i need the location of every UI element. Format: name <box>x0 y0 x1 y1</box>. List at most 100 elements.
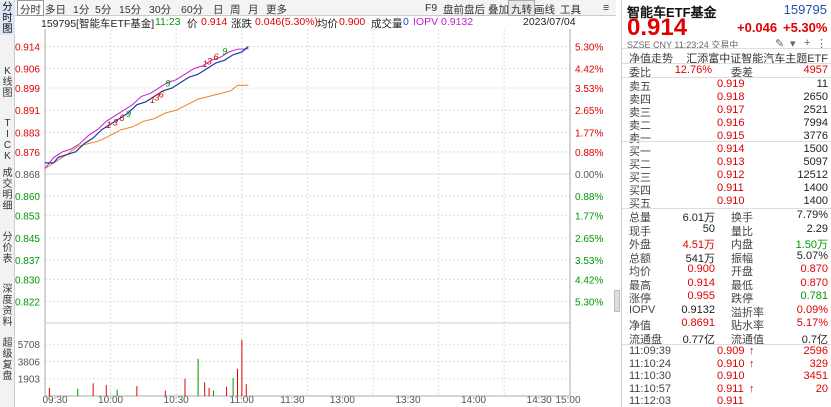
stat-value: 5.17% <box>796 317 828 329</box>
stat-value: 0.781 <box>800 290 828 302</box>
sidebar-tab-0[interactable]: 分时图 <box>0 2 15 35</box>
ask-row[interactable]: 卖五 0.919 11 <box>622 78 831 93</box>
bid-row[interactable]: 买四 0.911 1400 <box>622 182 831 197</box>
stat-label: 开盘 <box>731 266 753 278</box>
price-tick: 0.853 <box>15 212 40 223</box>
collapse-icon[interactable]: ▾ <box>790 38 796 50</box>
nine-turn-mark: 3 <box>154 92 159 102</box>
market-line: SZSE CNY 11:23:24 交易中 <box>627 38 738 51</box>
period-tab-6[interactable]: 60分 <box>181 4 204 16</box>
tracking-row[interactable]: 净值走势 汇添富中证智能汽车主题ETF <box>622 50 831 65</box>
pct-tick: 5.30% <box>575 42 603 53</box>
period-tab-4[interactable]: 15分 <box>119 4 142 16</box>
sidebar-tab-3[interactable]: 成交明细 <box>0 168 15 212</box>
trade-time: 11:09:39 <box>629 345 672 357</box>
sidebar-tab-char: 深 <box>2 284 13 295</box>
trade-price: 0.911 <box>717 382 744 395</box>
trade-volume: 2596 <box>803 345 828 357</box>
tool-button-0[interactable]: F9 <box>425 2 438 14</box>
period-tab-3[interactable]: 5分 <box>95 4 112 16</box>
bid-row[interactable]: 买一 0.914 1500 <box>622 143 831 158</box>
stat-label: 跌停 <box>731 293 753 305</box>
sidebar-tab-6[interactable]: 超级复盘 <box>0 338 15 382</box>
trade-time: 11:10:24 <box>629 357 672 370</box>
bid-row[interactable]: 买二 0.913 5097 <box>622 156 831 171</box>
stat-value: 0.870 <box>800 276 828 289</box>
trade-time: 11:12:03 <box>629 395 672 407</box>
period-tab-0[interactable]: 分时 <box>17 0 44 16</box>
tool-button-4[interactable]: 画线 <box>534 4 555 16</box>
chart-info-bar: 159795[智能车ETF基金] 11:23 价 0.914 涨跌 0.046(… <box>15 16 585 30</box>
ask-row[interactable]: 卖三 0.917 2521 <box>622 104 831 119</box>
info-vol: 0 <box>403 16 409 28</box>
info-change: 0.046(5.30%) <box>255 16 319 28</box>
tracking-label: 净值走势 <box>629 53 673 65</box>
tool-button-5[interactable]: 工具 <box>560 4 581 16</box>
avg-price-line <box>44 84 249 169</box>
nine-turn-mark: 6 <box>159 90 164 100</box>
ask-row[interactable]: 卖一 0.915 3776 <box>622 130 831 145</box>
period-tab-7[interactable]: 日 <box>213 4 224 16</box>
chart-scroll-handle[interactable] <box>614 290 620 312</box>
up-arrow-icon: ↑ <box>749 345 755 357</box>
ask-row[interactable]: 卖二 0.916 7994 <box>622 117 831 132</box>
pct-tick: 0.00% <box>575 170 603 181</box>
sidebar-tab-char: 细 <box>2 201 13 212</box>
order-ratio-row: 委比 12.76% 委差 4957 <box>622 64 831 79</box>
stat-value: 6.01万 <box>682 212 715 224</box>
sidebar-tab-char: 表 <box>2 254 13 265</box>
period-tab-10[interactable]: 更多 <box>266 4 287 16</box>
nine-turn-mark: 6 <box>119 113 124 123</box>
ask-row[interactable]: 卖四 0.918 2650 <box>622 91 831 106</box>
sidebar-tab-char: 图 <box>2 88 13 99</box>
level-label: 买二 <box>629 159 651 171</box>
price-tick: 0.883 <box>15 128 40 139</box>
bid-row[interactable]: 买五 0.910 1400 <box>622 195 831 210</box>
level-price: 0.915 <box>717 130 745 142</box>
sidebar-tab-4[interactable]: 分价表 <box>0 232 15 265</box>
time-tick: 11:30 <box>280 395 305 406</box>
period-tab-8[interactable]: 周 <box>230 4 241 16</box>
tool-button-2[interactable]: 叠加 <box>488 4 509 16</box>
time-tick: 13:00 <box>330 395 355 406</box>
level-label: 买三 <box>629 172 651 184</box>
period-tab-2[interactable]: 1分 <box>73 4 90 16</box>
sidebar-tab-char: 时 <box>2 13 13 24</box>
trade-row: 11:10:24 0.910 ↑ 329 <box>622 358 831 372</box>
stat-label: 现手 <box>629 225 651 238</box>
sidebar-tab-char: 盘 <box>2 371 13 382</box>
pct-tick: 2.65% <box>575 234 603 245</box>
trade-time: 11:10:57 <box>629 382 672 395</box>
sidebar-tab-5[interactable]: 深度资料 <box>0 284 15 328</box>
order-diff: 4957 <box>803 64 828 76</box>
stat-label: 换手 <box>731 212 753 224</box>
add-icon[interactable]: + <box>804 37 811 49</box>
menu-icon[interactable]: ≡ <box>603 2 610 14</box>
level-volume: 2521 <box>803 104 828 116</box>
sidebar-tab-char: 交 <box>2 179 13 190</box>
sidebar-tab-char: 超 <box>2 338 13 349</box>
price-tick: 0.876 <box>15 148 40 159</box>
time-tick: 11:00 <box>230 395 255 406</box>
nine-turn-mark: 3 <box>207 56 212 66</box>
edit-icon[interactable]: ✎ <box>775 38 785 50</box>
more-icon[interactable]: ⋮ <box>816 38 827 50</box>
level-volume: 5097 <box>803 156 828 168</box>
time-tick: 13:30 <box>395 395 420 406</box>
intraday-chart[interactable]: 0.914 5.30% 0.906 4.42% 0.899 3.53% 0.891 2.65%… <box>0 29 620 407</box>
quote-panel: 智能车ETF基金 159795 0.914 +0.046 +5.30% SZSE… <box>621 0 831 407</box>
trade-row: 11:10:30 0.910 3451 <box>622 370 831 384</box>
last-price: 0.914 <box>627 14 688 41</box>
period-tab-1[interactable]: 多日 <box>45 4 66 16</box>
tool-button-1[interactable]: 盘前盘后 <box>443 4 485 16</box>
up-arrow-icon: ↑ <box>749 382 755 395</box>
level-price: 0.913 <box>717 156 745 168</box>
tracking-name: 汇添富中证智能汽车主题ETF <box>686 53 828 65</box>
period-tab-9[interactable]: 月 <box>248 4 259 16</box>
tool-button-3[interactable]: 九转 <box>508 0 535 16</box>
pct-tick: 0.88% <box>575 148 603 159</box>
bid-row[interactable]: 买三 0.912 12512 <box>622 169 831 184</box>
period-tab-5[interactable]: 30分 <box>149 4 172 16</box>
